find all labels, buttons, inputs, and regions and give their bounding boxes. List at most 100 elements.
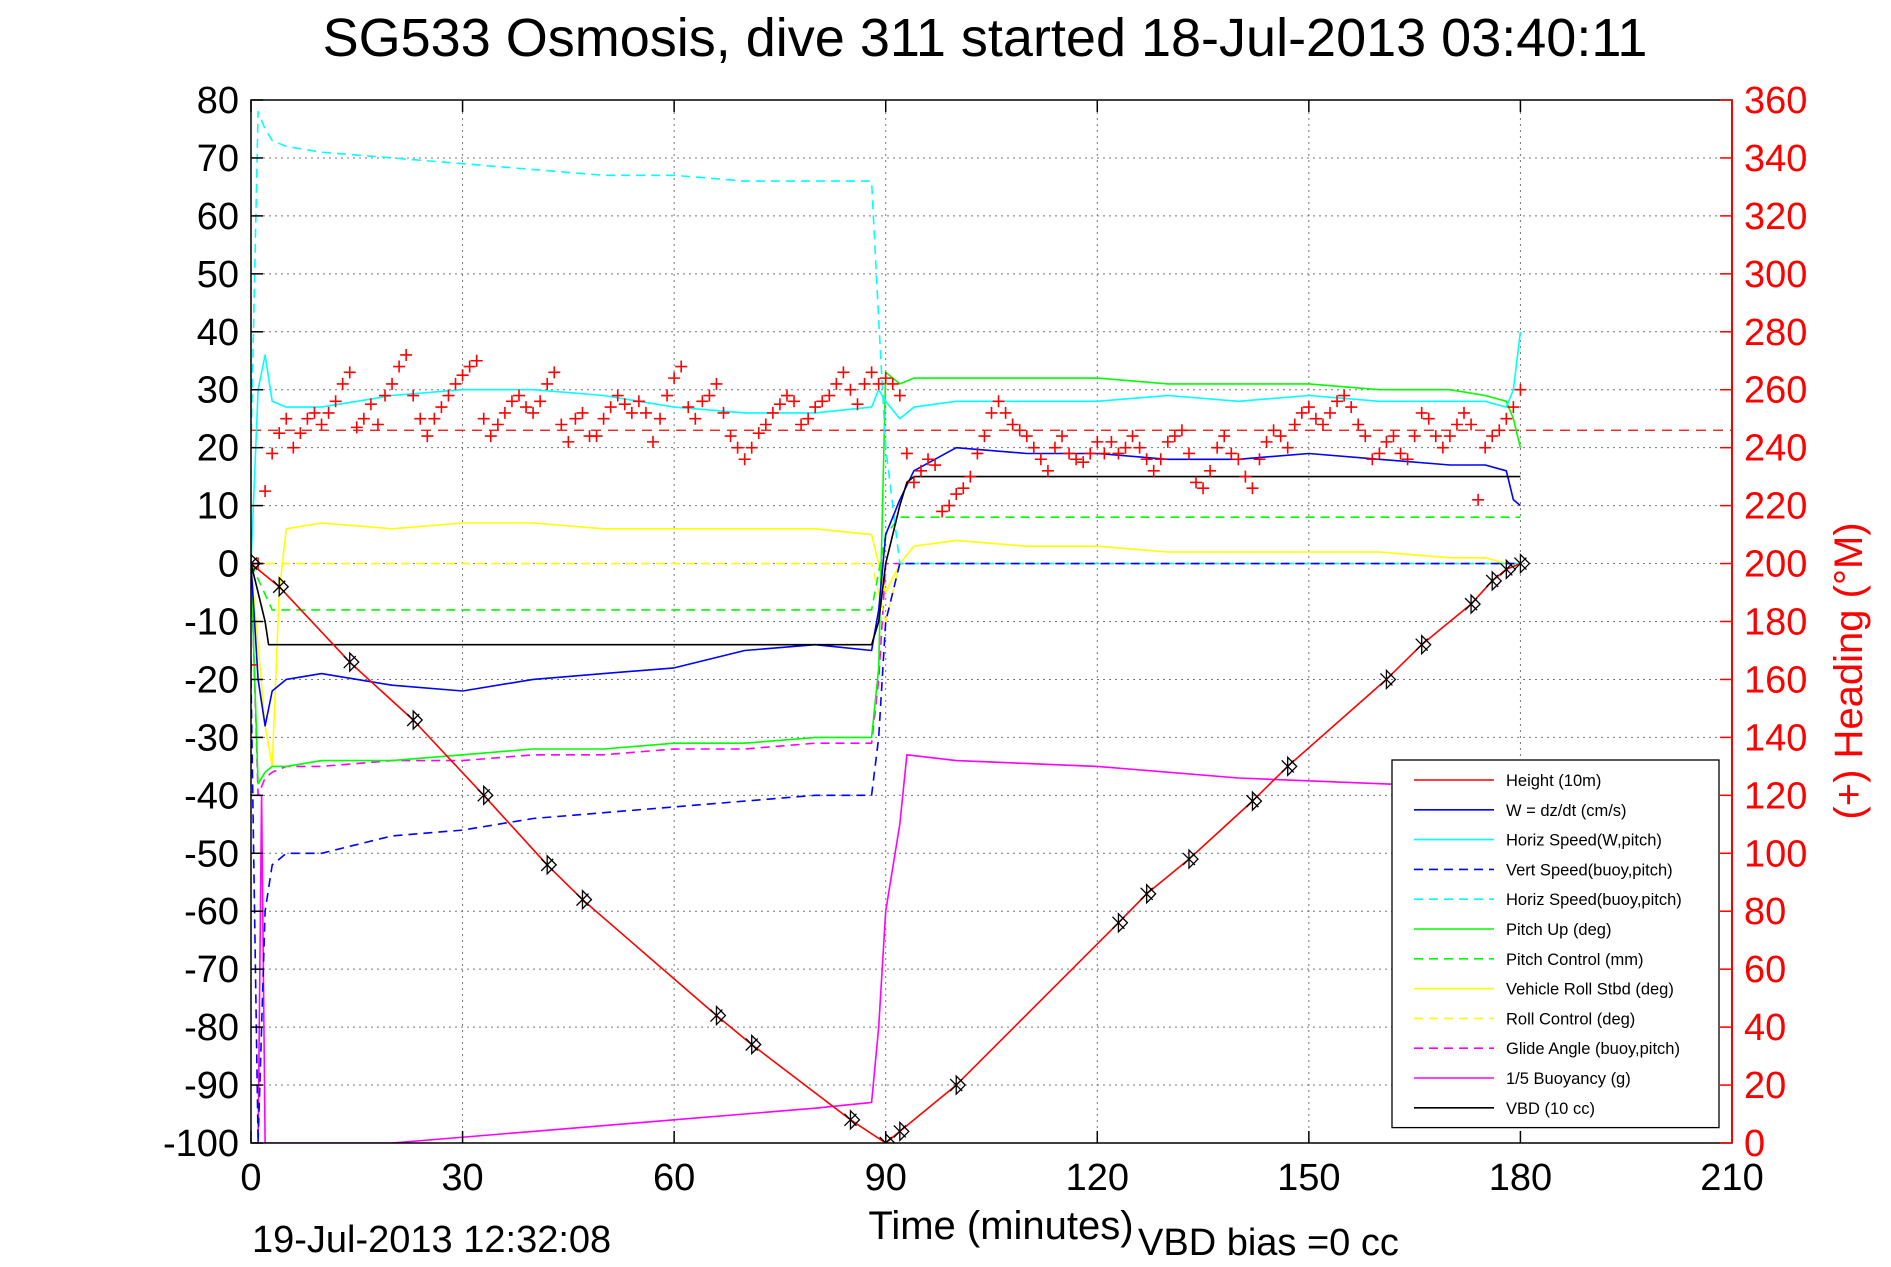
heading-point: [1288, 418, 1301, 431]
y-right-tick-label: 160: [1744, 659, 1807, 701]
heading-point: [1324, 406, 1337, 419]
legend-entry-label: Vehicle Roll Stbd (deg): [1506, 981, 1674, 999]
heading-point: [604, 401, 617, 414]
series-layer: [251, 110, 1732, 1143]
height-marker-x: [1245, 794, 1259, 808]
heading-point: [350, 421, 363, 434]
heading-point: [371, 418, 384, 431]
heading-point: [435, 401, 448, 414]
heading-point: [364, 398, 377, 411]
heading-point: [724, 430, 737, 443]
heading-point: [1387, 430, 1400, 443]
heading-point: [1119, 441, 1132, 454]
chart-title: SG533 Osmosis, dive 311 started 18-Jul-2…: [323, 8, 1648, 68]
heading-point: [1450, 418, 1463, 431]
heading-point: [569, 412, 582, 425]
height-marker-x: [406, 713, 420, 727]
y-right-tick-label: 0: [1744, 1123, 1765, 1165]
height-marker-x: [477, 788, 491, 802]
height-marker-x: [343, 655, 357, 669]
y-right-tick-label: 300: [1744, 254, 1807, 296]
heading-point: [907, 476, 920, 489]
heading-point: [632, 395, 645, 408]
height-marker-x: [1464, 597, 1478, 611]
height-marker-triangle: [1385, 668, 1397, 691]
heading-point: [675, 360, 688, 373]
heading-point: [1077, 456, 1090, 469]
y-tick-label: -30: [184, 717, 239, 759]
heading-point: [1422, 412, 1435, 425]
heading-point: [562, 435, 575, 448]
height-marker-x: [576, 893, 589, 907]
series-roll-line: [251, 522, 1521, 768]
legend-entry-label: VBD (10 cc): [1506, 1100, 1595, 1118]
heading-point: [477, 412, 490, 425]
heading-point: [618, 398, 631, 411]
heading-point: [315, 418, 328, 431]
height-marker-x: [745, 1038, 759, 1051]
heading-point: [442, 389, 455, 402]
heading-point: [668, 372, 681, 385]
heading-point: [1027, 441, 1040, 454]
height-marker-x: [1140, 887, 1154, 901]
heading-point: [1041, 464, 1054, 477]
y-right-tick-label: 60: [1744, 949, 1786, 991]
plot-area: [251, 110, 1732, 1143]
y-right-tick-label: 40: [1744, 1007, 1786, 1049]
heading-point: [823, 389, 836, 402]
heading-point: [1359, 430, 1372, 443]
heading-point: [682, 401, 695, 414]
series-w-line: [251, 446, 1521, 727]
heading-point: [1133, 441, 1146, 454]
heading-point: [780, 389, 793, 402]
heading-point: [1486, 430, 1499, 443]
heading-point: [1197, 482, 1210, 495]
heading-point: [950, 488, 963, 501]
legend-entry-label: Roll Control (deg): [1506, 1010, 1635, 1028]
height-marker-x: [879, 1136, 893, 1143]
y-right-tick-label: 360: [1744, 80, 1807, 122]
height-marker-triangle: [546, 854, 558, 876]
heading-point: [400, 348, 413, 361]
heading-point: [865, 366, 878, 379]
heading-point: [322, 406, 335, 419]
heading-point: [971, 447, 984, 460]
y-right-tick-label: 260: [1744, 370, 1807, 412]
heading-point: [1225, 447, 1238, 460]
legend-entry-label: Glide Angle (buoy,pitch): [1506, 1040, 1680, 1058]
heading-point: [456, 369, 469, 382]
heading-point: [498, 406, 511, 419]
heading-point: [548, 366, 561, 379]
series-pitch-up-line: [251, 371, 1522, 785]
heading-point: [1218, 430, 1231, 443]
y-right-tick-label: 100: [1744, 833, 1807, 875]
heading-point: [1338, 389, 1351, 402]
x-tick-label: 30: [441, 1157, 483, 1199]
height-marker-x: [1485, 574, 1499, 588]
x-tick-label: 0: [240, 1157, 261, 1199]
footer-timestamp: 19-Jul-2013 12:32:08: [252, 1219, 611, 1261]
series-glide-line: [251, 562, 1521, 797]
x-tick-label: 180: [1489, 1157, 1552, 1199]
heading-point: [1190, 476, 1203, 489]
heading-point: [759, 418, 772, 431]
heading-point: [1232, 453, 1245, 466]
height-marker-x: [709, 1009, 723, 1022]
heading-point: [301, 412, 314, 425]
heading-point: [1479, 441, 1492, 454]
heading-point: [1154, 453, 1167, 466]
heading-point: [1295, 406, 1308, 419]
x-axis-label: Time (minutes): [868, 1204, 1133, 1248]
heading-point: [1126, 430, 1139, 443]
heading-point: [858, 377, 871, 390]
legend-entry-label: Horiz Speed(W,pitch): [1506, 832, 1662, 850]
heading-point: [1465, 418, 1478, 431]
y-right-tick-label: 240: [1744, 428, 1807, 470]
heading-point: [886, 377, 899, 390]
heading-point: [1415, 406, 1428, 419]
heading-point: [1034, 453, 1047, 466]
heading-point: [985, 406, 998, 419]
heading-point: [929, 459, 942, 472]
